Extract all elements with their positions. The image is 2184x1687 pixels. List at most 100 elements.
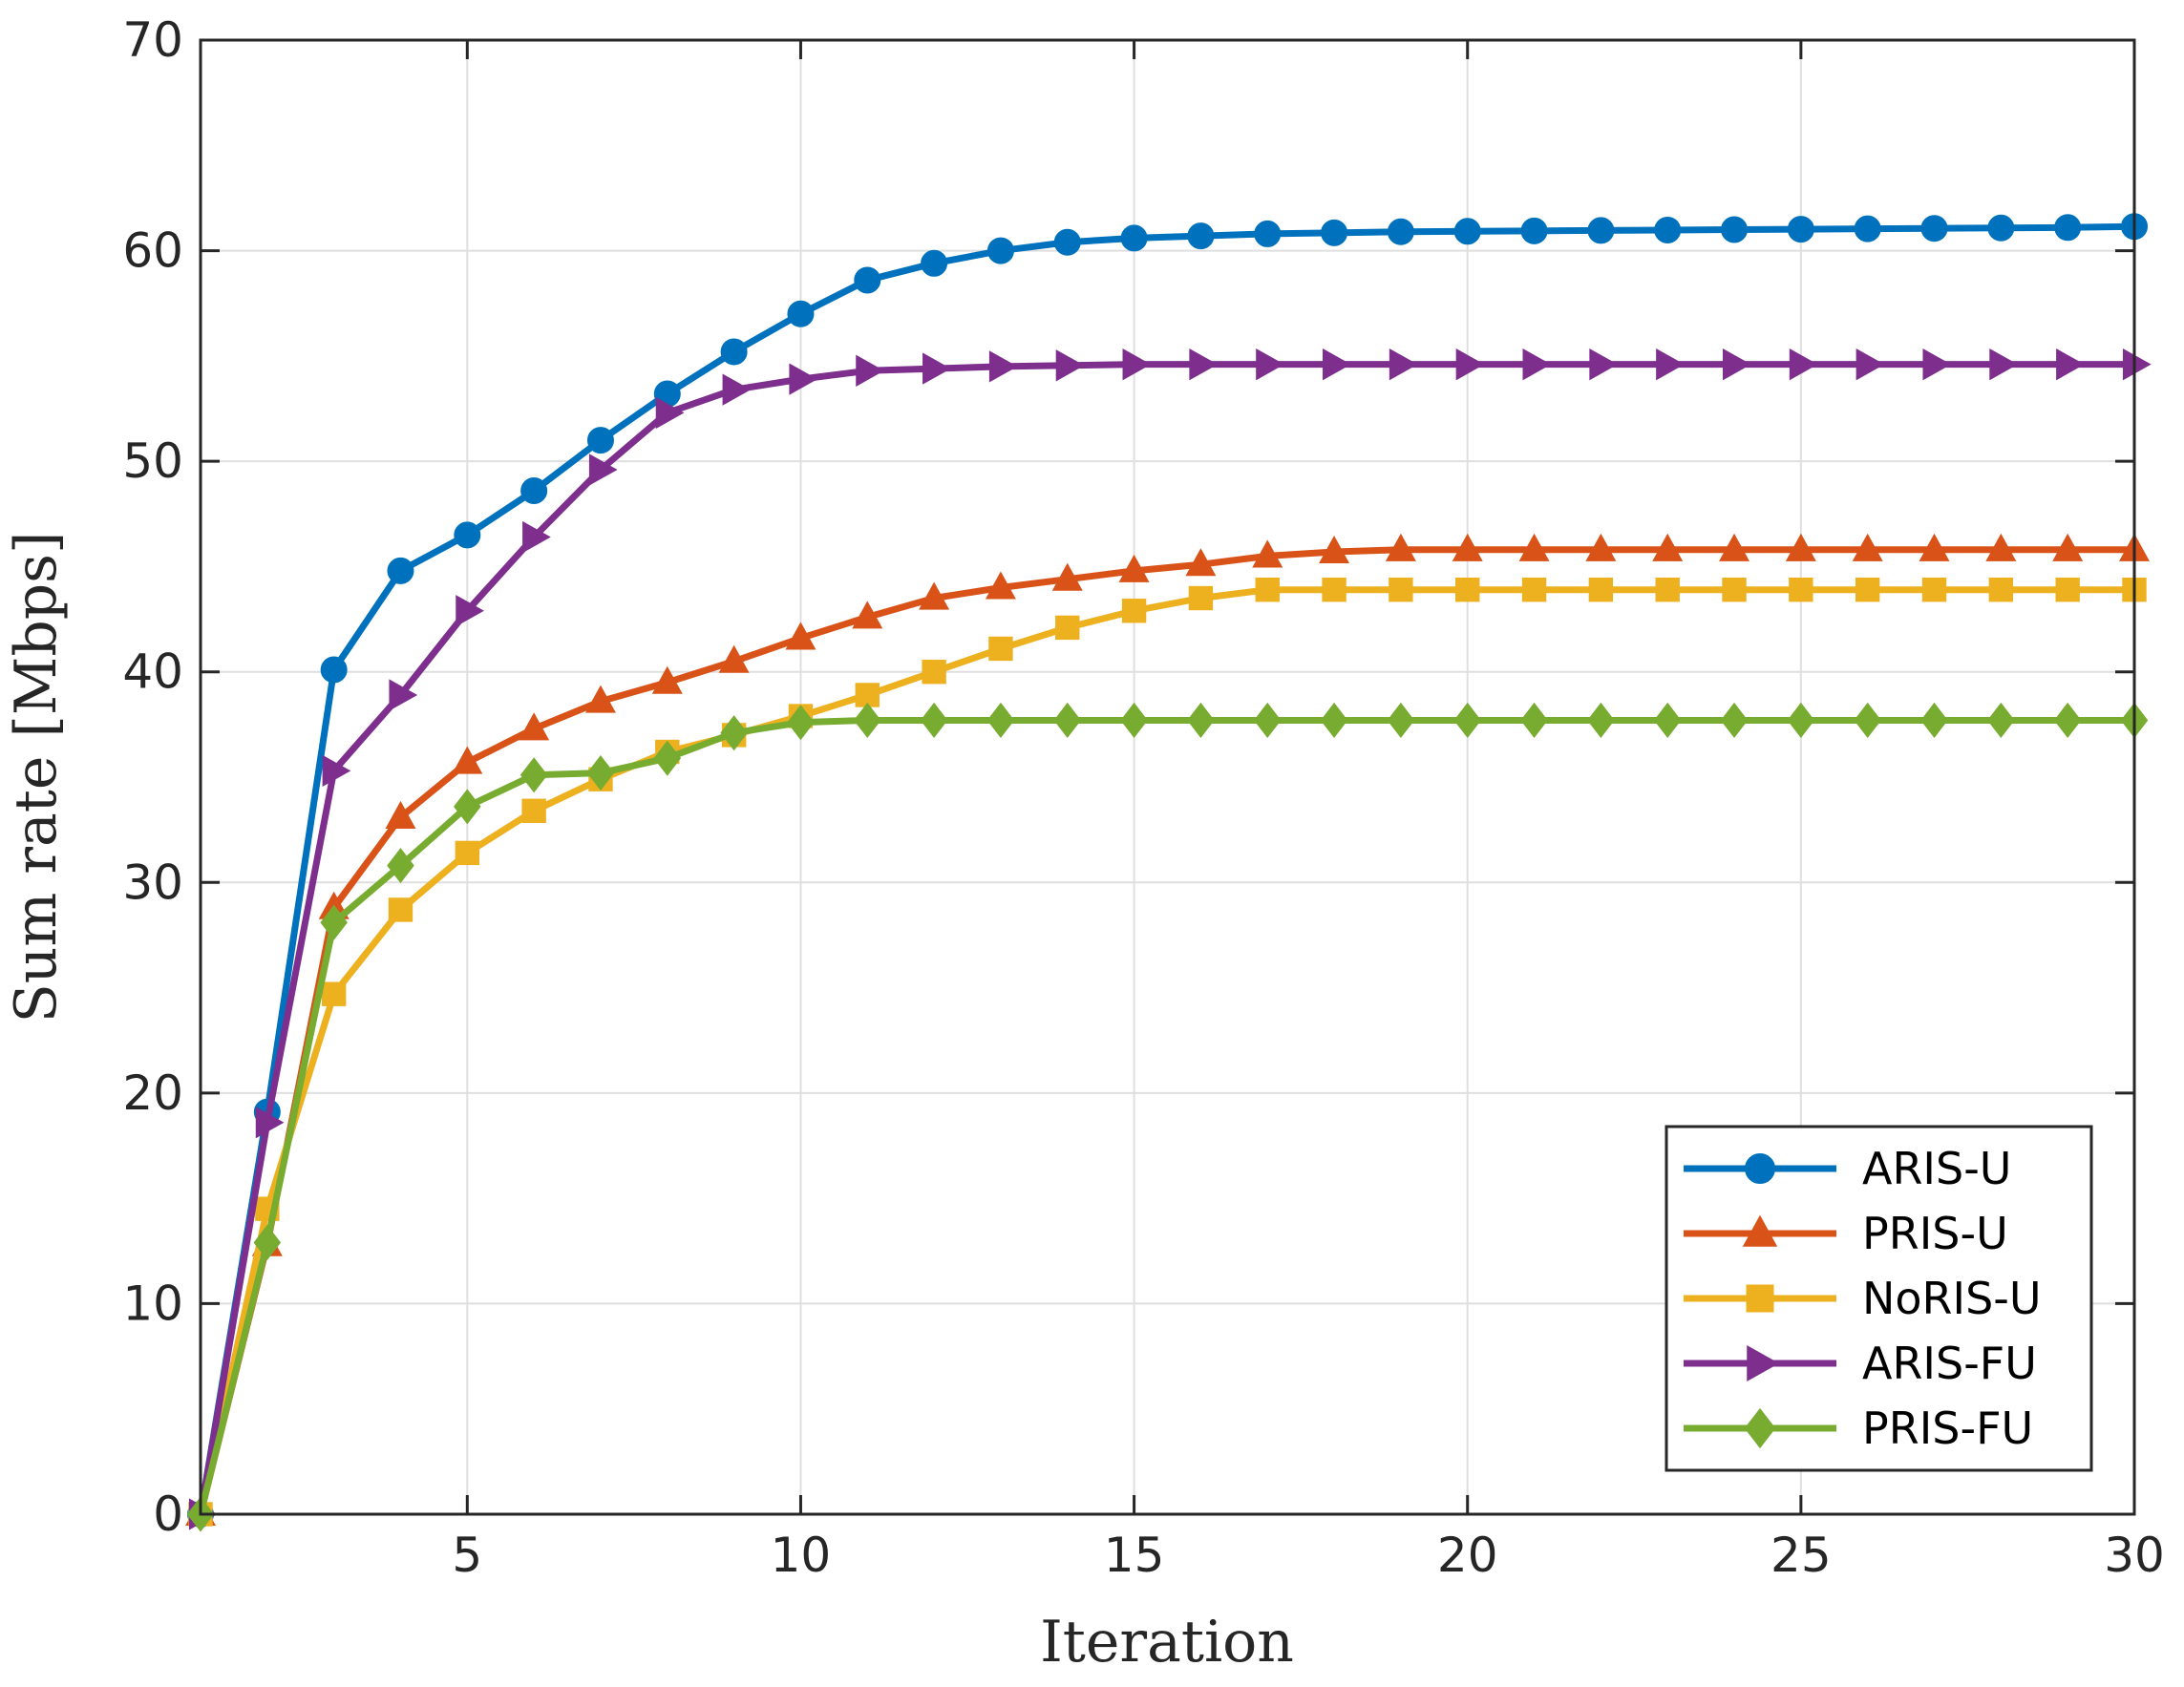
data-point-pris-u <box>1518 533 1550 561</box>
data-point-noris-u <box>1389 577 1413 602</box>
data-point-noris-u <box>922 660 946 685</box>
y-tick-label: 60 <box>122 223 183 279</box>
data-point-pris-fu <box>1453 702 1481 738</box>
data-point-aris-fu <box>1256 348 1284 381</box>
legend-label-aris-u: ARIS-U <box>1862 1143 2011 1194</box>
data-point-aris-fu <box>322 754 351 788</box>
data-point-pris-u <box>1319 535 1350 564</box>
data-point-pris-u <box>651 665 683 694</box>
data-point-pris-fu <box>253 1224 282 1261</box>
legend: ARIS-U PRIS-U NoRIS-U ARIS-FU PRIS-FU <box>1665 1125 2093 1472</box>
legend-label-pris-fu: PRIS-FU <box>1862 1402 2033 1454</box>
legend-label-noris-u: NoRIS-U <box>1862 1273 2042 1324</box>
data-point-pris-u <box>1985 533 2017 561</box>
data-point-noris-u <box>1521 577 1547 602</box>
data-point-pris-fu <box>1720 702 1749 738</box>
data-point-aris-u <box>1654 216 1682 243</box>
data-point-aris-u <box>586 427 614 454</box>
data-point-aris-fu <box>2056 348 2085 381</box>
x-tick-label: 25 <box>1771 1528 1832 1583</box>
data-point-noris-u <box>1055 615 1080 641</box>
data-point-noris-u <box>455 840 480 866</box>
data-point-pris-fu <box>1787 702 1815 738</box>
data-point-pris-fu <box>1920 702 1948 738</box>
data-point-noris-u <box>1322 577 1346 602</box>
data-point-pris-fu <box>1320 702 1348 738</box>
data-point-pris-u <box>1252 539 1283 568</box>
data-point-pris-u <box>1385 533 1416 561</box>
data-point-pris-u <box>385 800 416 829</box>
y-axis-label: Sum rate [Mbps] <box>3 532 70 1023</box>
data-point-aris-fu <box>856 354 884 387</box>
data-point-pris-fu <box>586 755 615 791</box>
data-point-noris-u <box>388 897 413 922</box>
data-point-pris-fu <box>986 702 1015 738</box>
x-tick-label: 20 <box>1437 1528 1498 1583</box>
x-axis-label: Iteration <box>1040 1609 1294 1676</box>
data-point-pris-fu <box>653 740 682 776</box>
series-pris-fu <box>186 702 2149 1532</box>
data-point-aris-fu <box>1323 348 1351 381</box>
data-point-aris-fu <box>1989 348 2018 381</box>
legend-label-aris-fu: ARIS-FU <box>1862 1338 2037 1389</box>
data-point-aris-u <box>1520 217 1548 244</box>
data-point-pris-u <box>1719 533 1750 561</box>
data-point-aris-u <box>320 656 348 684</box>
data-point-aris-u <box>1854 215 1881 243</box>
data-point-aris-u <box>1587 217 1615 244</box>
data-point-aris-fu <box>1122 348 1152 381</box>
data-point-aris-u <box>2054 214 2082 242</box>
data-point-pris-u <box>1585 533 1617 561</box>
data-point-aris-u <box>1053 228 1081 256</box>
data-point-pris-u <box>1185 548 1217 577</box>
data-point-pris-u <box>785 622 816 650</box>
data-point-pris-u <box>852 601 883 629</box>
data-point-aris-u <box>1987 214 2015 242</box>
y-tick-label: 40 <box>122 644 183 700</box>
data-point-pris-u <box>584 685 616 713</box>
data-point-aris-u <box>1187 222 1215 250</box>
data-point-pris-fu <box>519 757 548 793</box>
data-point-aris-fu <box>988 350 1018 383</box>
data-point-aris-fu <box>2122 348 2152 381</box>
data-point-pris-fu <box>854 702 881 738</box>
data-point-pris-fu <box>1053 702 1082 738</box>
data-point-aris-fu <box>389 679 418 711</box>
legend-marker-aris-fu <box>1747 1345 1780 1381</box>
data-point-pris-fu <box>1987 702 2015 738</box>
data-point-noris-u <box>1722 577 1747 602</box>
data-point-aris-u <box>1120 224 1148 252</box>
data-point-aris-fu <box>1855 348 1885 381</box>
data-point-aris-u <box>720 338 748 366</box>
data-point-noris-u <box>1455 577 1480 602</box>
data-point-pris-fu <box>1653 702 1682 738</box>
data-point-pris-u <box>519 712 550 741</box>
legend-marker-pris-u <box>1742 1214 1778 1247</box>
x-tick-label: 15 <box>1104 1528 1165 1583</box>
data-point-aris-u <box>1787 216 1814 243</box>
series-layer <box>185 213 2152 1532</box>
data-point-pris-fu <box>454 789 481 825</box>
data-point-noris-u <box>1988 577 2014 602</box>
data-point-aris-u <box>1387 218 1414 245</box>
data-point-aris-fu <box>1189 348 1219 381</box>
data-point-noris-u <box>1121 599 1147 623</box>
data-point-noris-u <box>1188 585 1214 611</box>
data-point-aris-u <box>520 477 548 505</box>
data-point-aris-u <box>986 237 1014 264</box>
data-point-pris-fu <box>1387 702 1415 738</box>
data-point-pris-fu <box>1587 702 1615 738</box>
data-point-pris-u <box>452 746 483 774</box>
series-pris-u <box>185 533 2150 1527</box>
data-point-aris-u <box>387 557 414 584</box>
data-point-pris-u <box>1452 533 1483 561</box>
data-point-pris-u <box>1051 562 1083 591</box>
data-point-aris-u <box>1721 216 1749 243</box>
y-tick-label: 10 <box>122 1276 183 1331</box>
data-point-aris-fu <box>1455 348 1485 381</box>
data-point-pris-u <box>1785 533 1816 561</box>
data-point-aris-fu <box>722 373 752 406</box>
data-point-noris-u <box>1588 577 1614 602</box>
data-point-noris-u <box>521 798 546 823</box>
